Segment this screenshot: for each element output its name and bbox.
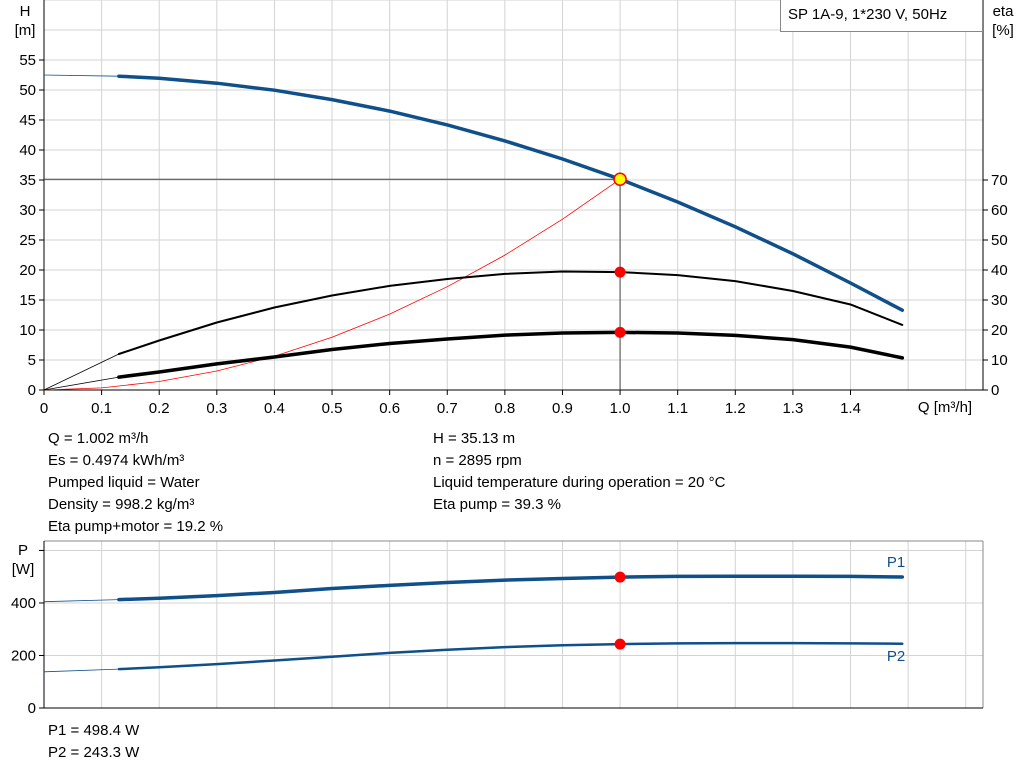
x-tick-label: 1.4 <box>840 400 861 417</box>
x-tick-label: 0.8 <box>494 400 515 417</box>
p-axis-label-symbol: P <box>17 542 28 559</box>
p2-curve <box>117 641 904 671</box>
flow-value: Q = 1.002 m³/h <box>48 430 149 447</box>
pump-title-box: SP 1A-9, 1*230 V, 50Hz <box>780 0 983 32</box>
x-tick-label: 0.6 <box>379 400 400 417</box>
p1-curve-extrapolated <box>43 599 119 603</box>
x-tick-label: 0.7 <box>437 400 458 417</box>
operating-point-marker <box>613 172 627 186</box>
h-tick-label: 20 <box>19 262 36 279</box>
eta-tick-label: 20 <box>991 322 1008 339</box>
eta-axis-label: eta [%] <box>986 2 1020 40</box>
q-axis-label: Q [m³/h] <box>917 399 973 416</box>
liquid-temperature-value: Liquid temperature during operation = 20… <box>433 474 726 491</box>
p2-value: P2 = 243.3 W <box>48 744 140 761</box>
pumped-liquid-value: Pumped liquid = Water <box>48 474 200 491</box>
head-curve <box>117 74 905 312</box>
eta-axis-label-unit: [%] <box>992 22 1014 39</box>
head-curve-extrapolated <box>43 74 119 77</box>
x-tick-label: 0.2 <box>149 400 170 417</box>
system-curve <box>43 178 621 391</box>
head-value: H = 35.13 m <box>433 430 516 447</box>
x-tick-label: 0.1 <box>91 400 112 417</box>
p1-value: P1 = 498.4 W <box>48 722 140 739</box>
speed-value: n = 2895 rpm <box>433 452 522 469</box>
eta-pump-curve <box>117 270 904 355</box>
eta-tick-label: 70 <box>991 172 1008 189</box>
eta-tick-label: 40 <box>991 262 1008 279</box>
p-tick-label: 200 <box>11 647 36 664</box>
h-tick-label: 0 <box>28 382 36 399</box>
x-tick-label: 0.5 <box>322 400 343 417</box>
h-axis-label-symbol: H <box>19 3 31 20</box>
p2-curve-label: P2 <box>887 648 905 665</box>
x-tick-label: 1.2 <box>725 400 746 417</box>
x-tick-label: 0.9 <box>552 400 573 417</box>
p2-marker <box>614 638 626 650</box>
h-tick-label: 10 <box>19 322 36 339</box>
h-tick-label: 30 <box>19 202 36 219</box>
eta-pump-motor-marker <box>614 326 626 338</box>
eta-tick-label: 0 <box>991 382 999 399</box>
h-tick-label: 55 <box>19 52 36 69</box>
eta-pump-curve-extrapolated <box>43 353 120 391</box>
eta-tick-label: 10 <box>991 352 1008 369</box>
p1-curve <box>117 574 905 602</box>
h-tick-label: 40 <box>19 142 36 159</box>
eta-tick-label: 30 <box>991 292 1008 309</box>
x-tick-label: 0 <box>40 400 48 417</box>
h-tick-label: 35 <box>19 172 36 189</box>
eta-tick-label: 60 <box>991 202 1008 219</box>
h-axis-label-unit: [m] <box>14 22 36 39</box>
eta-pump-motor-curve <box>117 330 905 379</box>
eta-pump-value: Eta pump = 39.3 % <box>433 496 561 513</box>
duty-info-left: Q = 1.002 m³/h Es = 0.4974 kWh/m³ Pumped… <box>48 428 223 538</box>
p1-marker <box>614 571 626 583</box>
h-tick-label: 5 <box>28 352 36 369</box>
h-tick-label: 25 <box>19 232 36 249</box>
h-axis-label: H [m] <box>8 2 42 40</box>
p2-curve-extrapolated <box>43 668 119 673</box>
h-tick-label: 15 <box>19 292 36 309</box>
eta-tick-label: 50 <box>991 232 1008 249</box>
density-value: Density = 998.2 kg/m³ <box>48 496 195 513</box>
duty-info-right: H = 35.13 m n = 2895 rpm Liquid temperat… <box>433 428 725 516</box>
eta-axis-label-symbol: eta <box>992 3 1014 20</box>
x-tick-label: 0.3 <box>206 400 227 417</box>
h-tick-label: 50 <box>19 82 36 99</box>
specific-energy-value: Es = 0.4974 kWh/m³ <box>48 452 185 469</box>
eta-pump-motor-curve-extrapolated <box>43 376 119 391</box>
x-tick-label: 1.3 <box>782 400 803 417</box>
x-tick-label: 1.0 <box>610 400 631 417</box>
x-tick-label: 1.1 <box>667 400 688 417</box>
power-info: P1 = 498.4 W P2 = 243.3 W <box>48 720 139 764</box>
h-tick-label: 45 <box>19 112 36 129</box>
eta-pump-marker <box>614 266 626 278</box>
x-tick-label: 0.4 <box>264 400 285 417</box>
p-tick-label: 0 <box>28 700 36 717</box>
p-axis-label-unit: [W] <box>11 561 35 578</box>
eta-pump-motor-value: Eta pump+motor = 19.2 % <box>48 518 224 535</box>
p1-curve-label: P1 <box>887 554 905 571</box>
p-tick-label: 400 <box>11 595 36 612</box>
p-axis-label: P [W] <box>6 541 40 579</box>
